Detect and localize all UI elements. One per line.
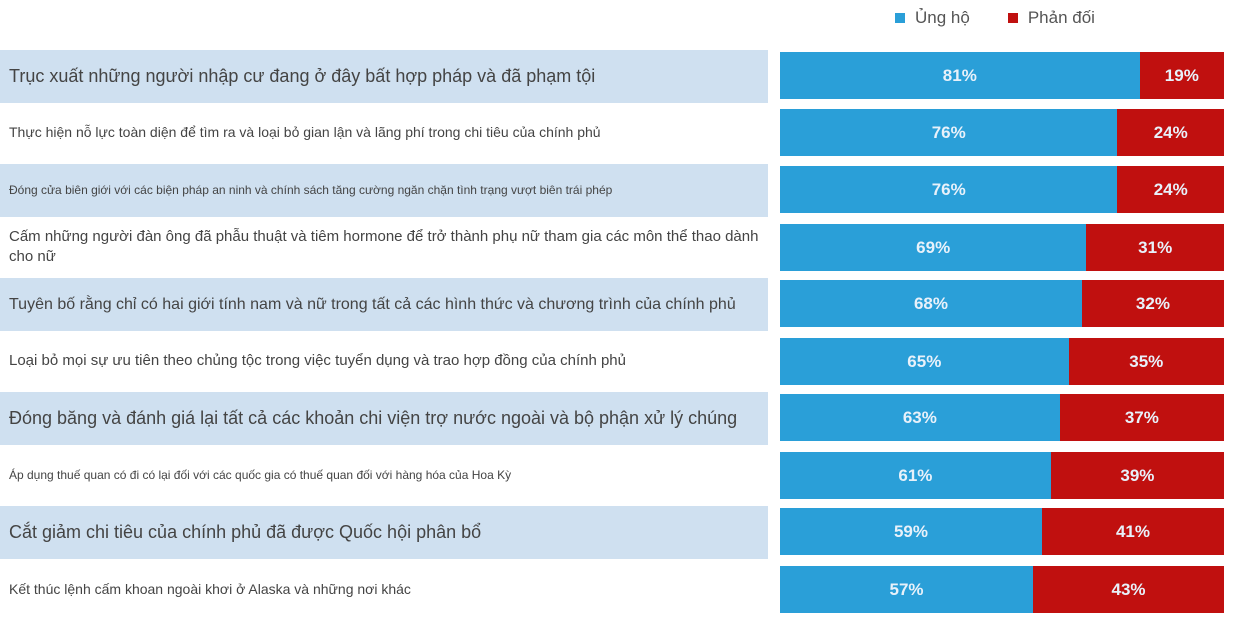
bar-oppose: 24% xyxy=(1117,166,1224,213)
category-label: Thực hiện nỗ lực toàn diện để tìm ra và … xyxy=(9,123,601,140)
legend-label-oppose: Phản đối xyxy=(1027,8,1095,27)
data-label: 68% xyxy=(913,293,948,313)
category-label: Đóng băng và đánh giá lại tất cả các kho… xyxy=(0,392,768,445)
bar-oppose: 24% xyxy=(1117,109,1224,156)
category-label: Cắt giảm chi tiêu của chính phủ đã được … xyxy=(0,506,768,559)
legend-item-oppose: Phản đối xyxy=(1007,8,1095,28)
bar-row: 61% 39% xyxy=(780,452,1224,499)
data-label: 39% xyxy=(1120,465,1155,485)
data-label: 35% xyxy=(1129,351,1164,371)
bar-oppose: 41% xyxy=(1041,508,1224,555)
category-label: Trục xuất những người nhập cư đang ở đây… xyxy=(0,50,768,103)
bar-oppose: 31% xyxy=(1086,224,1224,271)
category-label: Kết thúc lệnh cấm khoan ngoài khơi ở Ala… xyxy=(9,580,411,597)
bar-row: 76% 24% xyxy=(780,109,1224,156)
category-label: Đóng cửa biên giới với các biện pháp an … xyxy=(0,164,768,217)
data-label: 57% xyxy=(889,579,924,599)
bar-row: 65% 35% xyxy=(780,338,1224,385)
bar-support: 76% xyxy=(780,166,1118,213)
legend-label-support: Ủng hộ xyxy=(915,8,970,27)
bar-row: 68% 32% xyxy=(780,280,1224,327)
bar-support: 65% xyxy=(780,338,1069,385)
bar-support: 76% xyxy=(780,109,1118,156)
category-label: Cấm những người đàn ông đã phẫu thuật và… xyxy=(9,227,759,265)
bar-oppose: 37% xyxy=(1059,394,1224,441)
data-label: 24% xyxy=(1153,179,1188,199)
data-label: 76% xyxy=(931,179,966,199)
legend-swatch-support xyxy=(895,13,905,23)
bar-support: 59% xyxy=(780,508,1042,555)
bar-support: 63% xyxy=(780,394,1060,441)
data-label: 41% xyxy=(1115,521,1150,541)
legend-item-support: Ủng hộ xyxy=(895,8,970,28)
data-label: 31% xyxy=(1138,237,1173,257)
data-label: 19% xyxy=(1164,65,1199,85)
data-label: 81% xyxy=(942,65,977,85)
bar-row: 69% 31% xyxy=(780,224,1224,271)
bar-row: 57% 43% xyxy=(780,566,1224,613)
data-label: 43% xyxy=(1111,579,1146,599)
bar-support: 68% xyxy=(780,280,1082,327)
bar-row: 59% 41% xyxy=(780,508,1224,555)
bar-row: 81% 19% xyxy=(780,52,1224,99)
bar-oppose: 32% xyxy=(1081,280,1224,327)
data-label: 69% xyxy=(916,237,951,257)
data-label: 61% xyxy=(898,465,933,485)
legend-swatch-oppose xyxy=(1007,13,1018,23)
bar-oppose: 35% xyxy=(1068,338,1224,385)
legend: Ủng hộ Phản đối xyxy=(895,8,1095,28)
data-label: 63% xyxy=(902,407,937,427)
data-label: 32% xyxy=(1135,293,1170,313)
bar-support: 61% xyxy=(780,452,1051,499)
category-label: Áp dụng thuế quan có đi có lại đối với c… xyxy=(9,467,512,482)
data-label: 59% xyxy=(893,521,928,541)
bar-support: 69% xyxy=(780,224,1087,271)
category-label: Loại bỏ mọi sự ưu tiên theo chủng tộc tr… xyxy=(9,351,626,369)
data-label: 37% xyxy=(1124,407,1159,427)
bar-row: 63% 37% xyxy=(780,394,1224,441)
bar-oppose: 39% xyxy=(1050,452,1224,499)
data-label: 76% xyxy=(931,122,966,142)
bar-oppose: 19% xyxy=(1139,52,1224,99)
bar-support: 57% xyxy=(780,566,1034,613)
bar-support: 81% xyxy=(780,52,1140,99)
bar-oppose: 43% xyxy=(1033,566,1224,613)
data-label: 24% xyxy=(1153,122,1188,142)
data-label: 65% xyxy=(907,351,942,371)
bar-row: 76% 24% xyxy=(780,166,1224,213)
category-label: Tuyên bố rằng chỉ có hai giới tính nam v… xyxy=(0,278,768,331)
